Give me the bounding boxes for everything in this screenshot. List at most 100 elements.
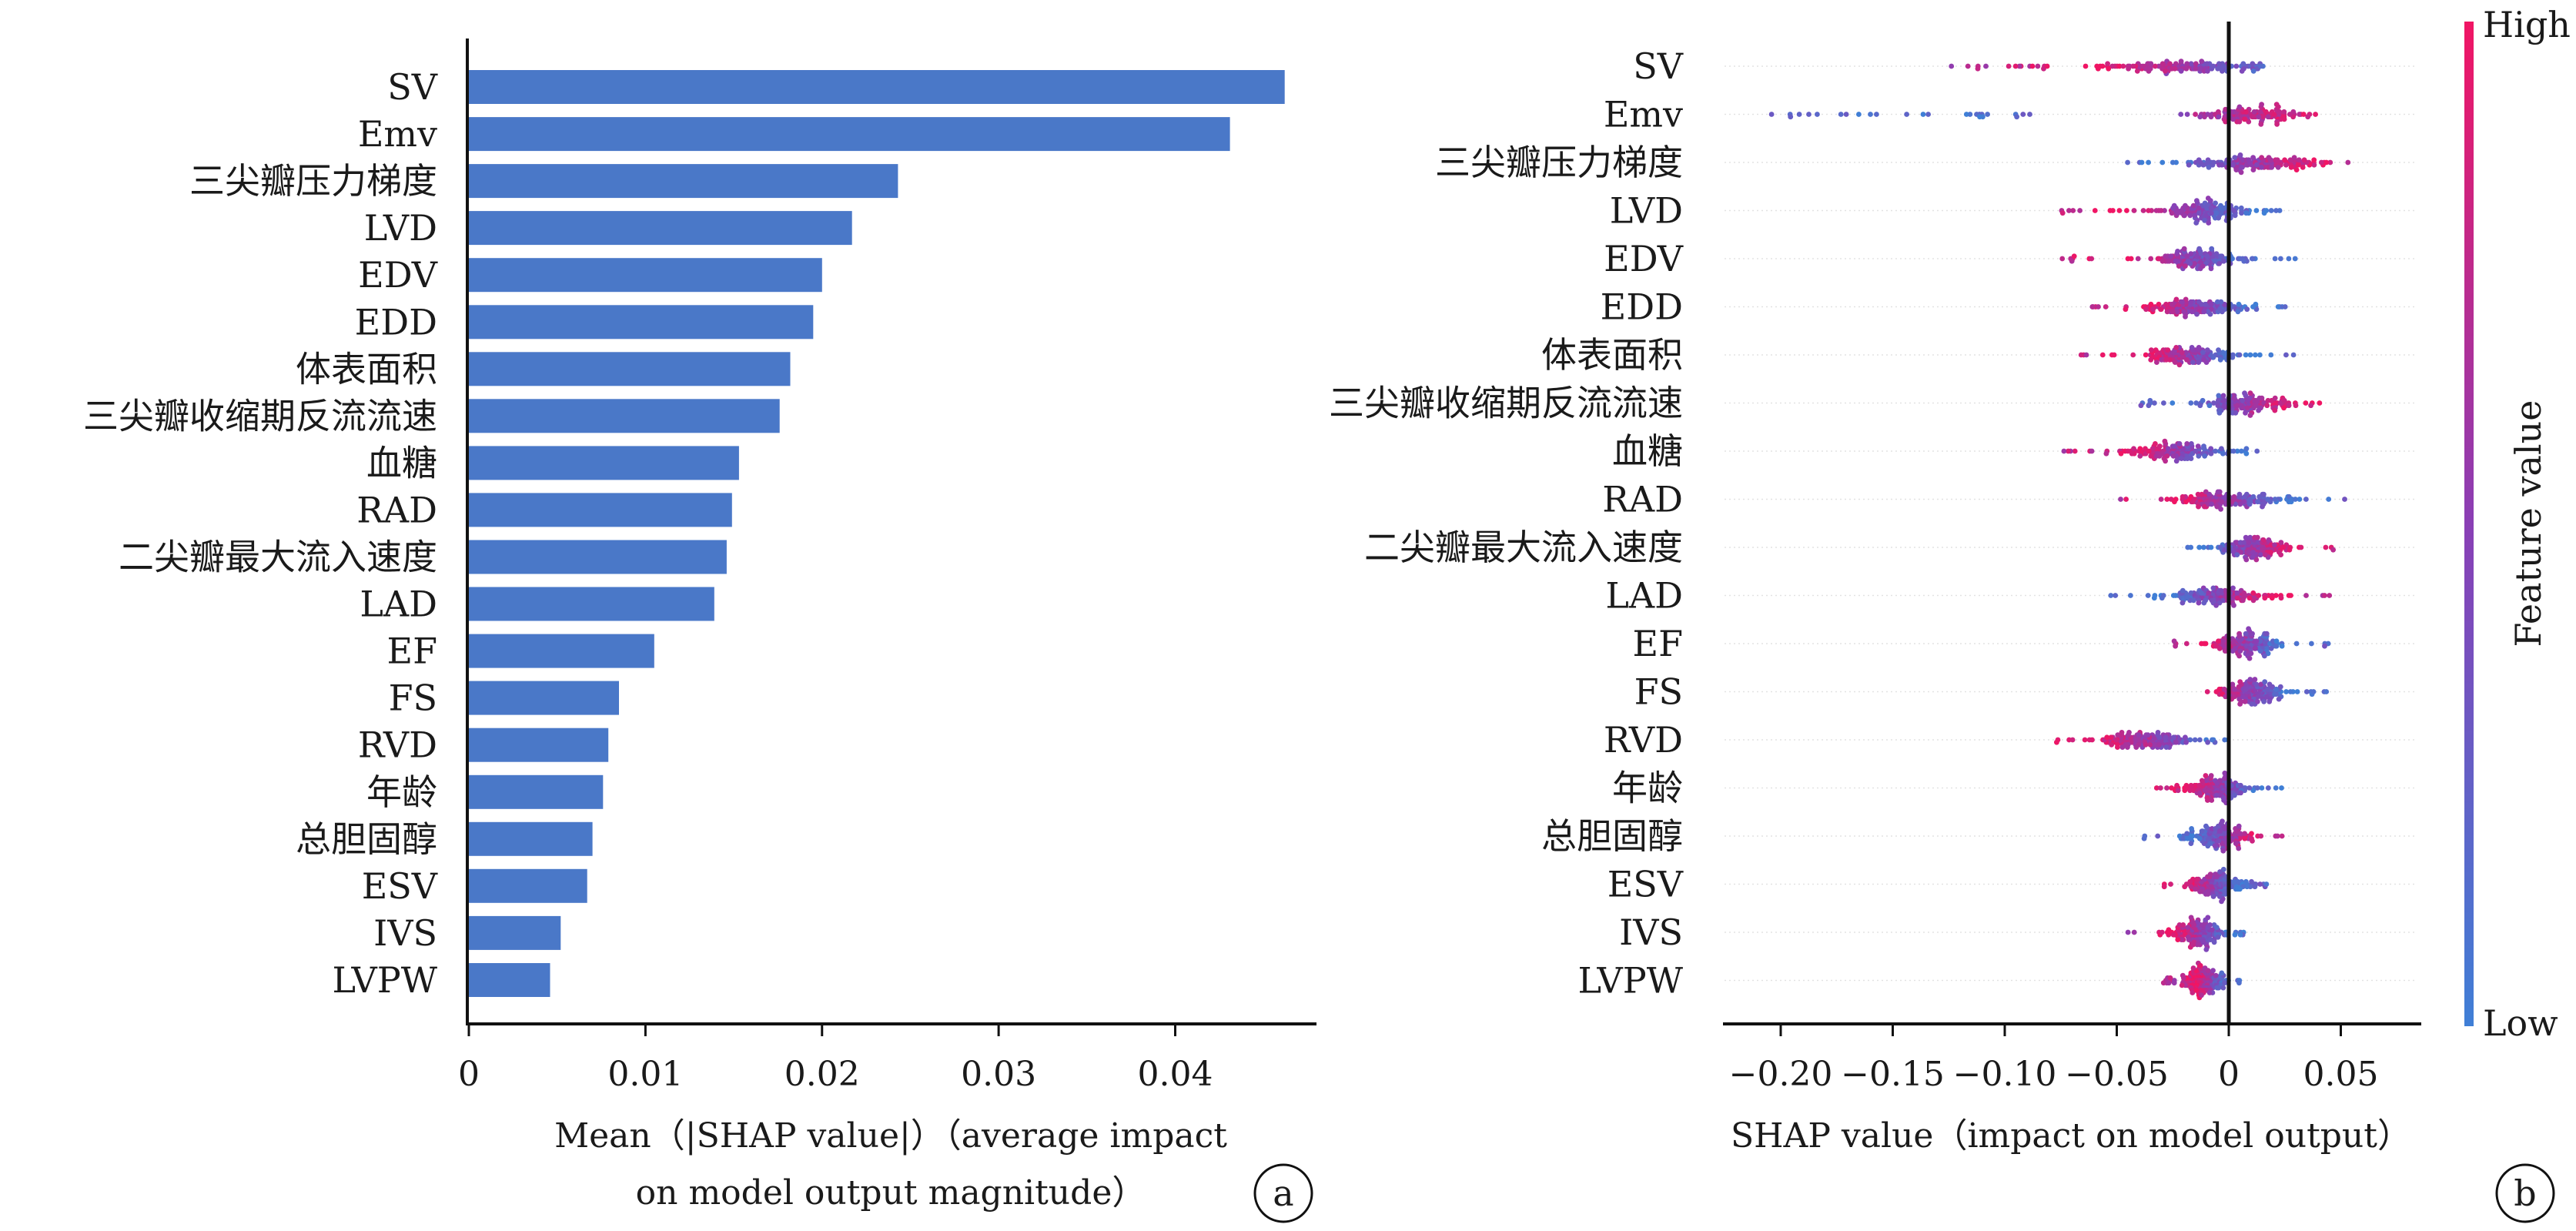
point-1-139 [1963,112,1969,117]
point-2-138 [2323,159,2330,166]
point-19-126 [2180,972,2186,978]
point-11-82 [2128,593,2133,598]
point-8-142 [2164,453,2170,459]
point-8-44 [2243,450,2250,457]
point-7-146 [2281,405,2287,411]
panel-a-label-18: IVS [373,912,437,954]
point-5-145 [2217,306,2223,313]
point-3-84 [2208,210,2214,216]
point-2-98 [2296,162,2301,168]
point-11-37 [2322,593,2327,598]
point-9-21 [2297,497,2303,502]
point-18-149 [2213,925,2220,930]
point-14-147 [2156,734,2163,741]
point-14-145 [2123,742,2129,748]
point-7-118 [2265,397,2271,403]
point-13-137 [2223,694,2229,700]
point-14-85 [2115,744,2120,750]
point-14-139 [2147,742,2153,748]
point-5-146 [2156,301,2162,307]
point-9-83 [2303,497,2309,502]
point-15-148 [2196,790,2203,796]
point-1-149 [2271,112,2277,117]
point-13-141 [2237,701,2243,707]
point-1-141 [2259,102,2265,108]
panel-a-label-2: 三尖瓣压力梯度 [189,160,437,202]
point-15-139 [2199,778,2205,784]
point-2-51 [2327,159,2333,166]
point-13-131 [2272,691,2277,697]
point-12-128 [2268,646,2274,651]
point-10-146 [2260,537,2267,543]
point-5-88 [2123,306,2129,313]
point-8-130 [2149,446,2156,452]
point-6-31 [2253,352,2258,358]
point-1-90 [1985,112,1991,117]
bar-18 [469,915,561,950]
colorbar-title: Feature value [2507,400,2549,647]
panel-b-tick-label-4: 0 [2218,1055,2240,1094]
point-4-133 [2194,253,2200,259]
point-10-52 [2201,544,2206,550]
point-12-148 [2232,646,2238,651]
panel-a-label-9: RAD [356,489,437,530]
point-13-147 [2230,681,2236,687]
point-8-121 [2202,453,2208,459]
point-12-32 [2279,643,2285,649]
point-8-115 [2243,446,2250,452]
point-3-64 [2220,210,2226,216]
panel-a-label-7: 三尖瓣收缩期反流流速 [83,395,437,437]
point-7-137 [2272,407,2278,413]
point-16-144 [2212,843,2218,849]
panel-b-label-9: RAD [1602,479,1683,520]
point-7-95 [2240,397,2246,403]
panel-b-label-16: 总胆固醇 [1541,815,1683,857]
point-15-135 [2238,782,2243,788]
point-8-145 [2189,441,2194,447]
point-5-141 [2207,311,2213,317]
point-1-122 [2230,116,2236,122]
point-9-90 [2255,499,2261,505]
point-0-131 [2197,65,2203,72]
point-3-111 [2192,212,2198,219]
panel-a-label-16: 总胆固醇 [296,818,437,860]
point-0-142 [2083,63,2089,69]
point-18-131 [2211,939,2217,945]
colorbar [2464,22,2474,1026]
point-9-138 [2260,503,2265,510]
point-8-9 [2213,448,2219,454]
point-0-126 [1975,65,1981,72]
panel-a-label-15: 年龄 [366,771,437,813]
point-16-95 [2190,833,2196,839]
point-13-57 [2323,689,2330,694]
point-19-139 [2210,968,2216,974]
point-6-12 [2247,352,2253,358]
point-14-96 [2192,737,2198,743]
point-11-114 [2108,593,2114,598]
point-13-119 [2236,684,2242,690]
point-4-146 [2196,246,2203,252]
point-7-127 [2244,405,2250,411]
point-1-135 [2243,109,2249,115]
point-3-110 [2261,210,2267,216]
point-16-141 [2236,823,2242,829]
point-16-134 [2196,835,2203,841]
point-4-134 [2155,256,2161,262]
bar-16 [469,821,593,856]
panel-b-label-4: EDV [1604,238,1684,279]
point-2-144 [2254,162,2260,168]
point-5-130 [2090,304,2096,309]
point-4-93 [2173,258,2179,264]
point-3-136 [2193,220,2200,226]
point-18-137 [2175,937,2181,942]
panel-b-label-1: Emv [1604,94,1683,135]
point-9-120 [2236,493,2242,500]
panel-b-label-0: SV [1633,45,1684,87]
point-8-105 [2061,448,2067,454]
point-11-146 [2210,585,2216,591]
point-7-102 [2147,397,2153,403]
point-8-132 [2165,446,2171,452]
point-18-136 [2180,922,2186,928]
point-13-138 [2287,689,2293,694]
